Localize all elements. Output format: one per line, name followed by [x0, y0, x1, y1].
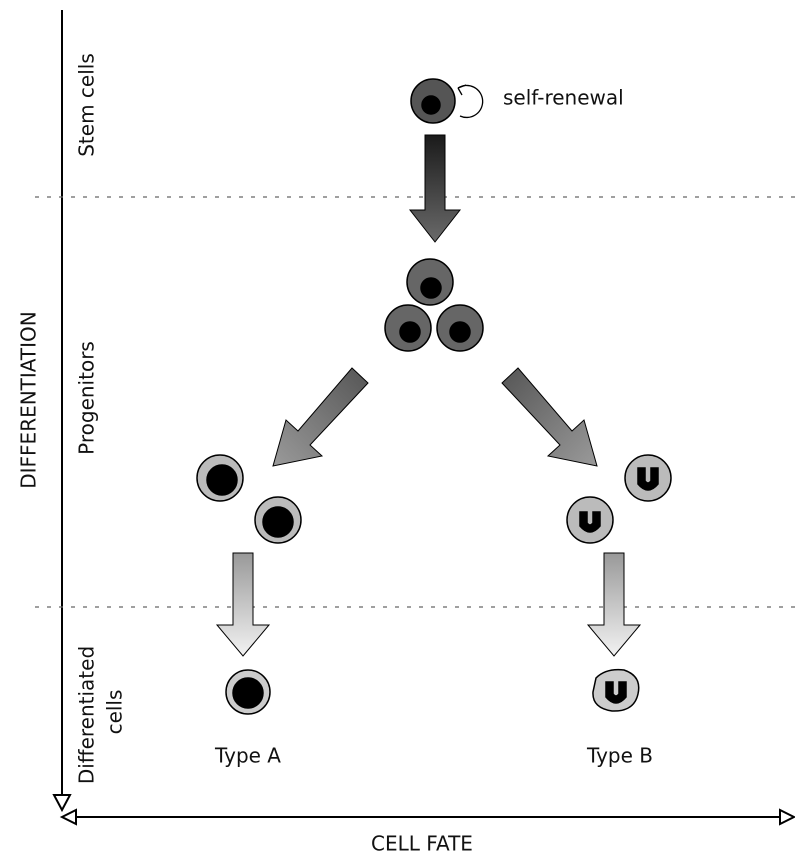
arrow [586, 552, 642, 657]
arrow [272, 367, 369, 467]
stage-label: Stem cells [75, 53, 99, 157]
annotation: self-renewal [503, 86, 624, 110]
type-b-differentiated [592, 668, 640, 712]
type-label: Type B [586, 744, 653, 768]
stem-cell [410, 78, 456, 124]
arrow [501, 367, 598, 467]
type-b-cells [566, 454, 672, 544]
x-axis-arrow-right [779, 808, 795, 826]
progenitor-cells [384, 258, 484, 352]
self-renewal-loop [457, 84, 484, 119]
arrow [408, 134, 462, 243]
stage-label: Differentiated [75, 646, 99, 784]
x-axis-arrow-left [59, 808, 77, 826]
type-a-differentiated [225, 669, 271, 715]
y-axis-arrow [52, 794, 72, 813]
y-axis-label: DIFFERENTIATION [17, 311, 41, 489]
stage-label: cells [103, 690, 127, 735]
self-renewal-arrowhead [457, 84, 467, 96]
x-axis-label: CELL FATE [371, 832, 473, 856]
type-a-cells [196, 454, 302, 544]
axes [52, 10, 795, 826]
arrow [215, 552, 271, 657]
type-label: Type A [214, 744, 281, 768]
separators [35, 196, 795, 608]
stage-label: Progenitors [75, 341, 99, 455]
